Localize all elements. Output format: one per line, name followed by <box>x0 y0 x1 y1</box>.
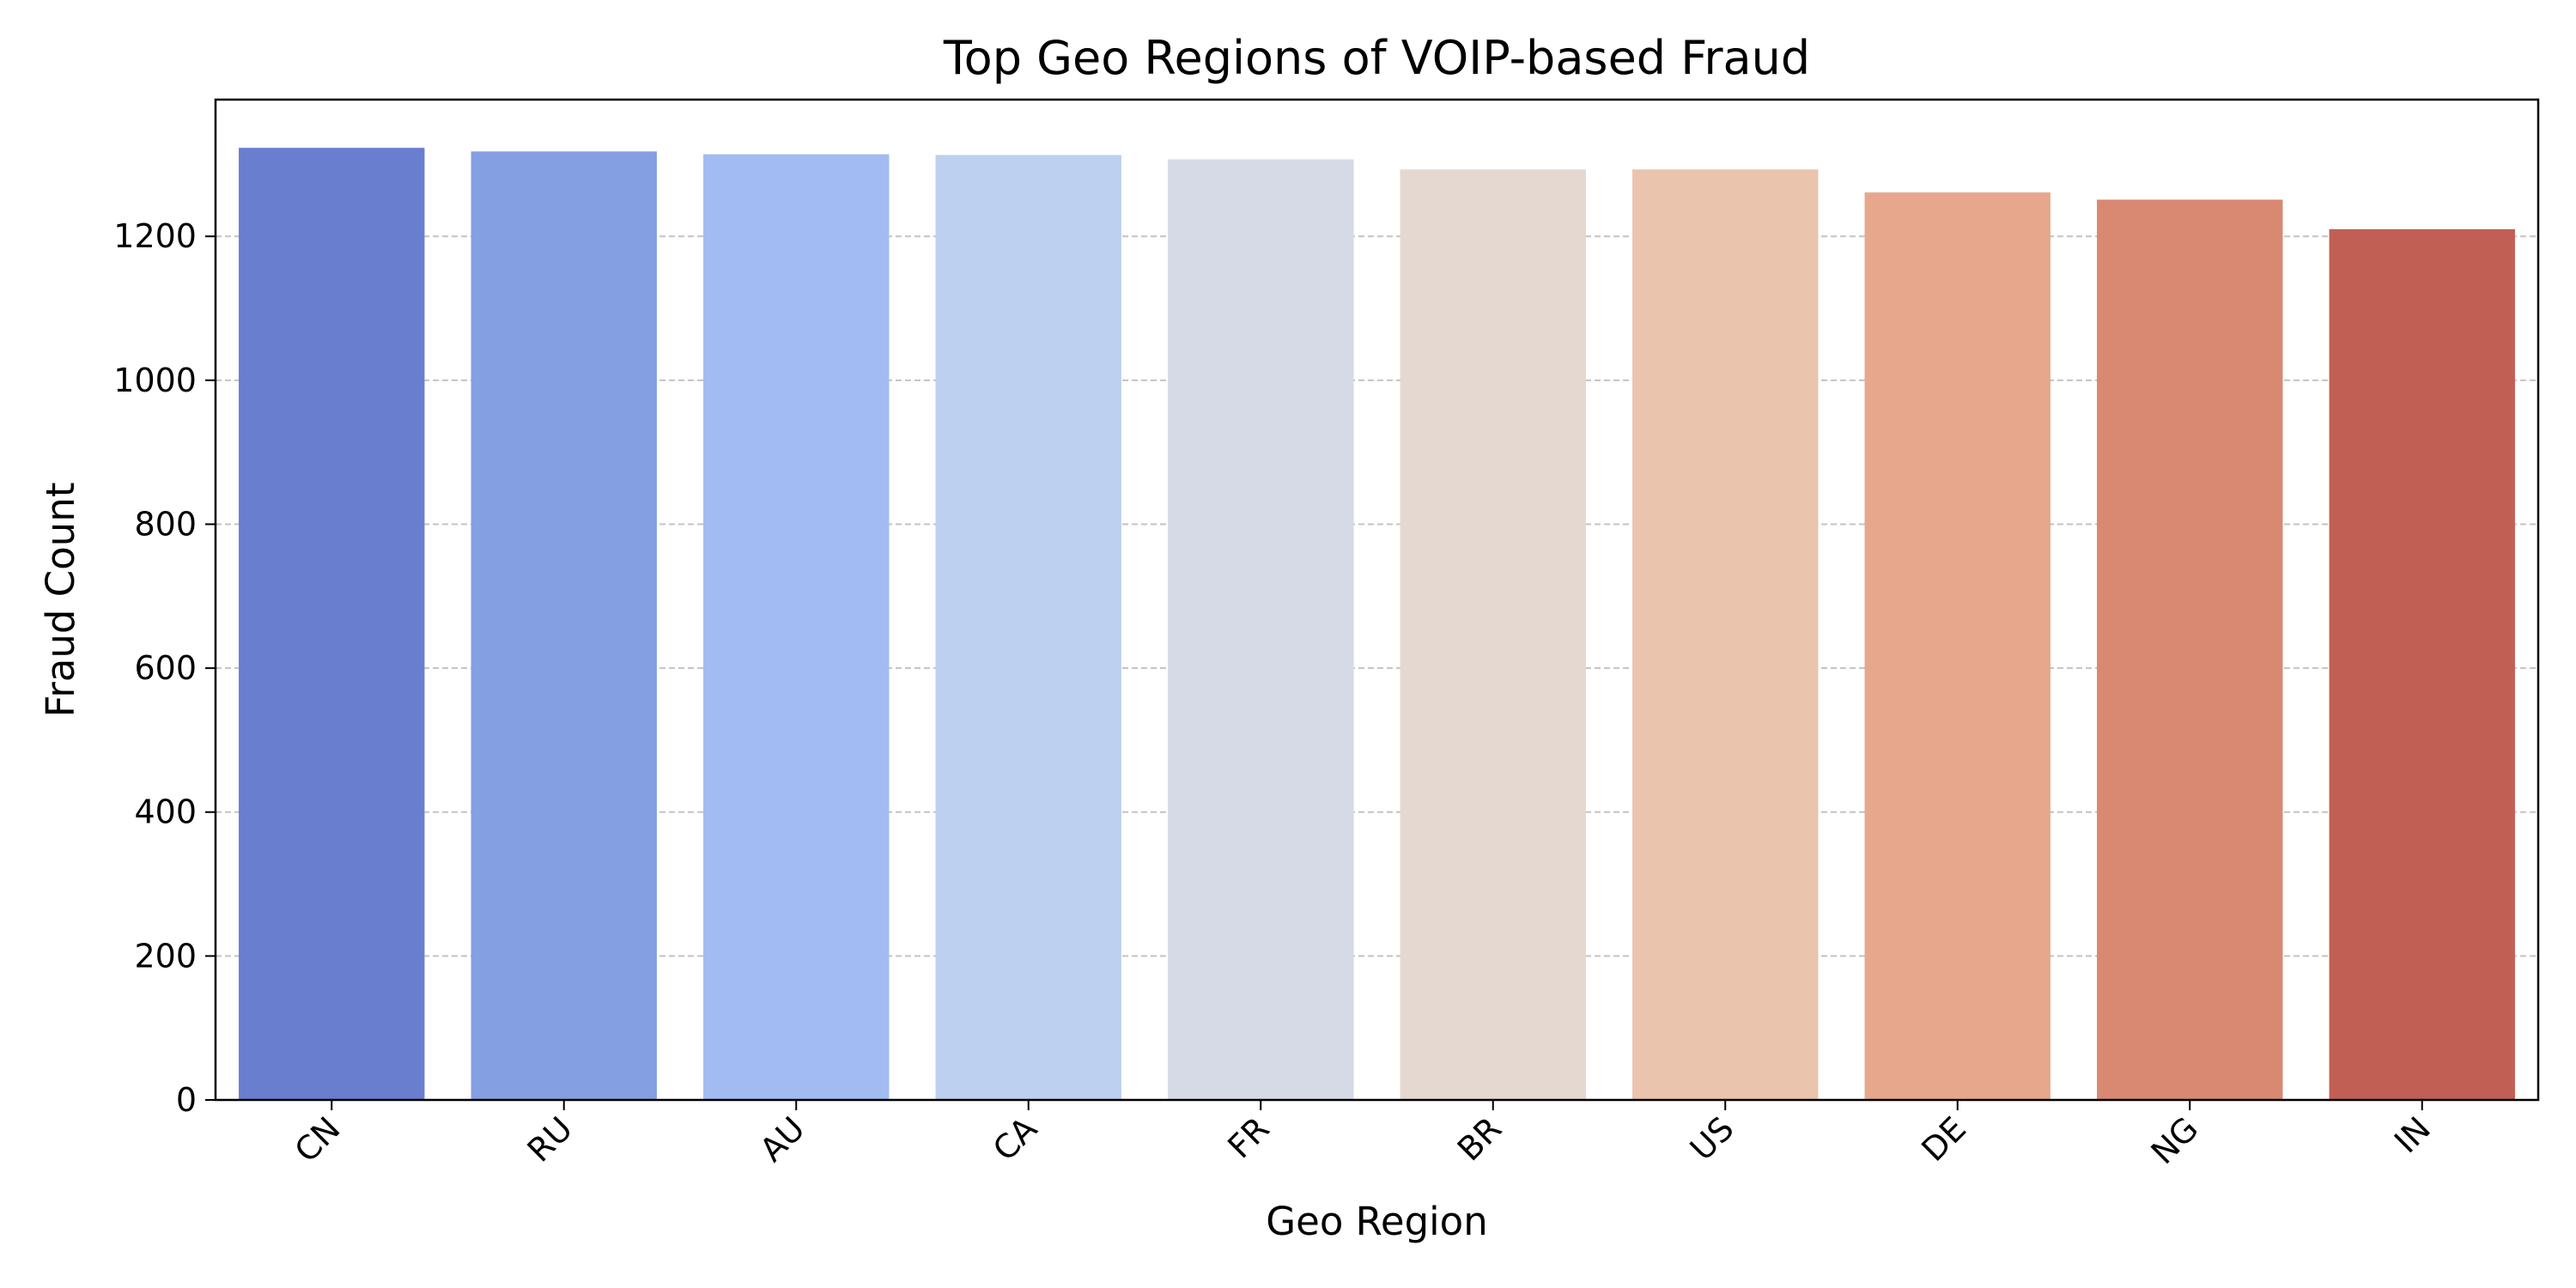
y-axis-label: Fraud Count <box>38 483 83 718</box>
bar-ng <box>2097 199 2283 1100</box>
y-tick-label: 0 <box>176 1081 197 1119</box>
chart-title: Top Geo Regions of VOIP-based Fraud <box>943 31 1810 85</box>
y-axis-ticks: 0 200 400 600 800 1000 1200 <box>113 217 216 1119</box>
bar-au <box>703 154 890 1100</box>
bars <box>239 148 2515 1101</box>
bar-in <box>2329 228 2515 1101</box>
y-tick-label: 200 <box>134 937 197 975</box>
bar-ru <box>471 151 657 1100</box>
bar-br <box>1400 169 1586 1100</box>
bar-cn <box>239 148 425 1101</box>
y-tick-label: 600 <box>134 649 197 687</box>
plot-frame <box>214 98 2540 1102</box>
bar-ca <box>935 155 1121 1100</box>
y-tick-label: 400 <box>134 793 197 831</box>
y-tick-label: 1200 <box>113 217 197 255</box>
y-tick-label: 800 <box>134 505 197 543</box>
bar-us <box>1632 169 1819 1100</box>
bar-de <box>1864 192 2050 1101</box>
bar-fr <box>1168 159 1354 1101</box>
x-axis-label: Geo Region <box>1266 1199 1487 1244</box>
y-tick-label: 1000 <box>113 361 197 399</box>
